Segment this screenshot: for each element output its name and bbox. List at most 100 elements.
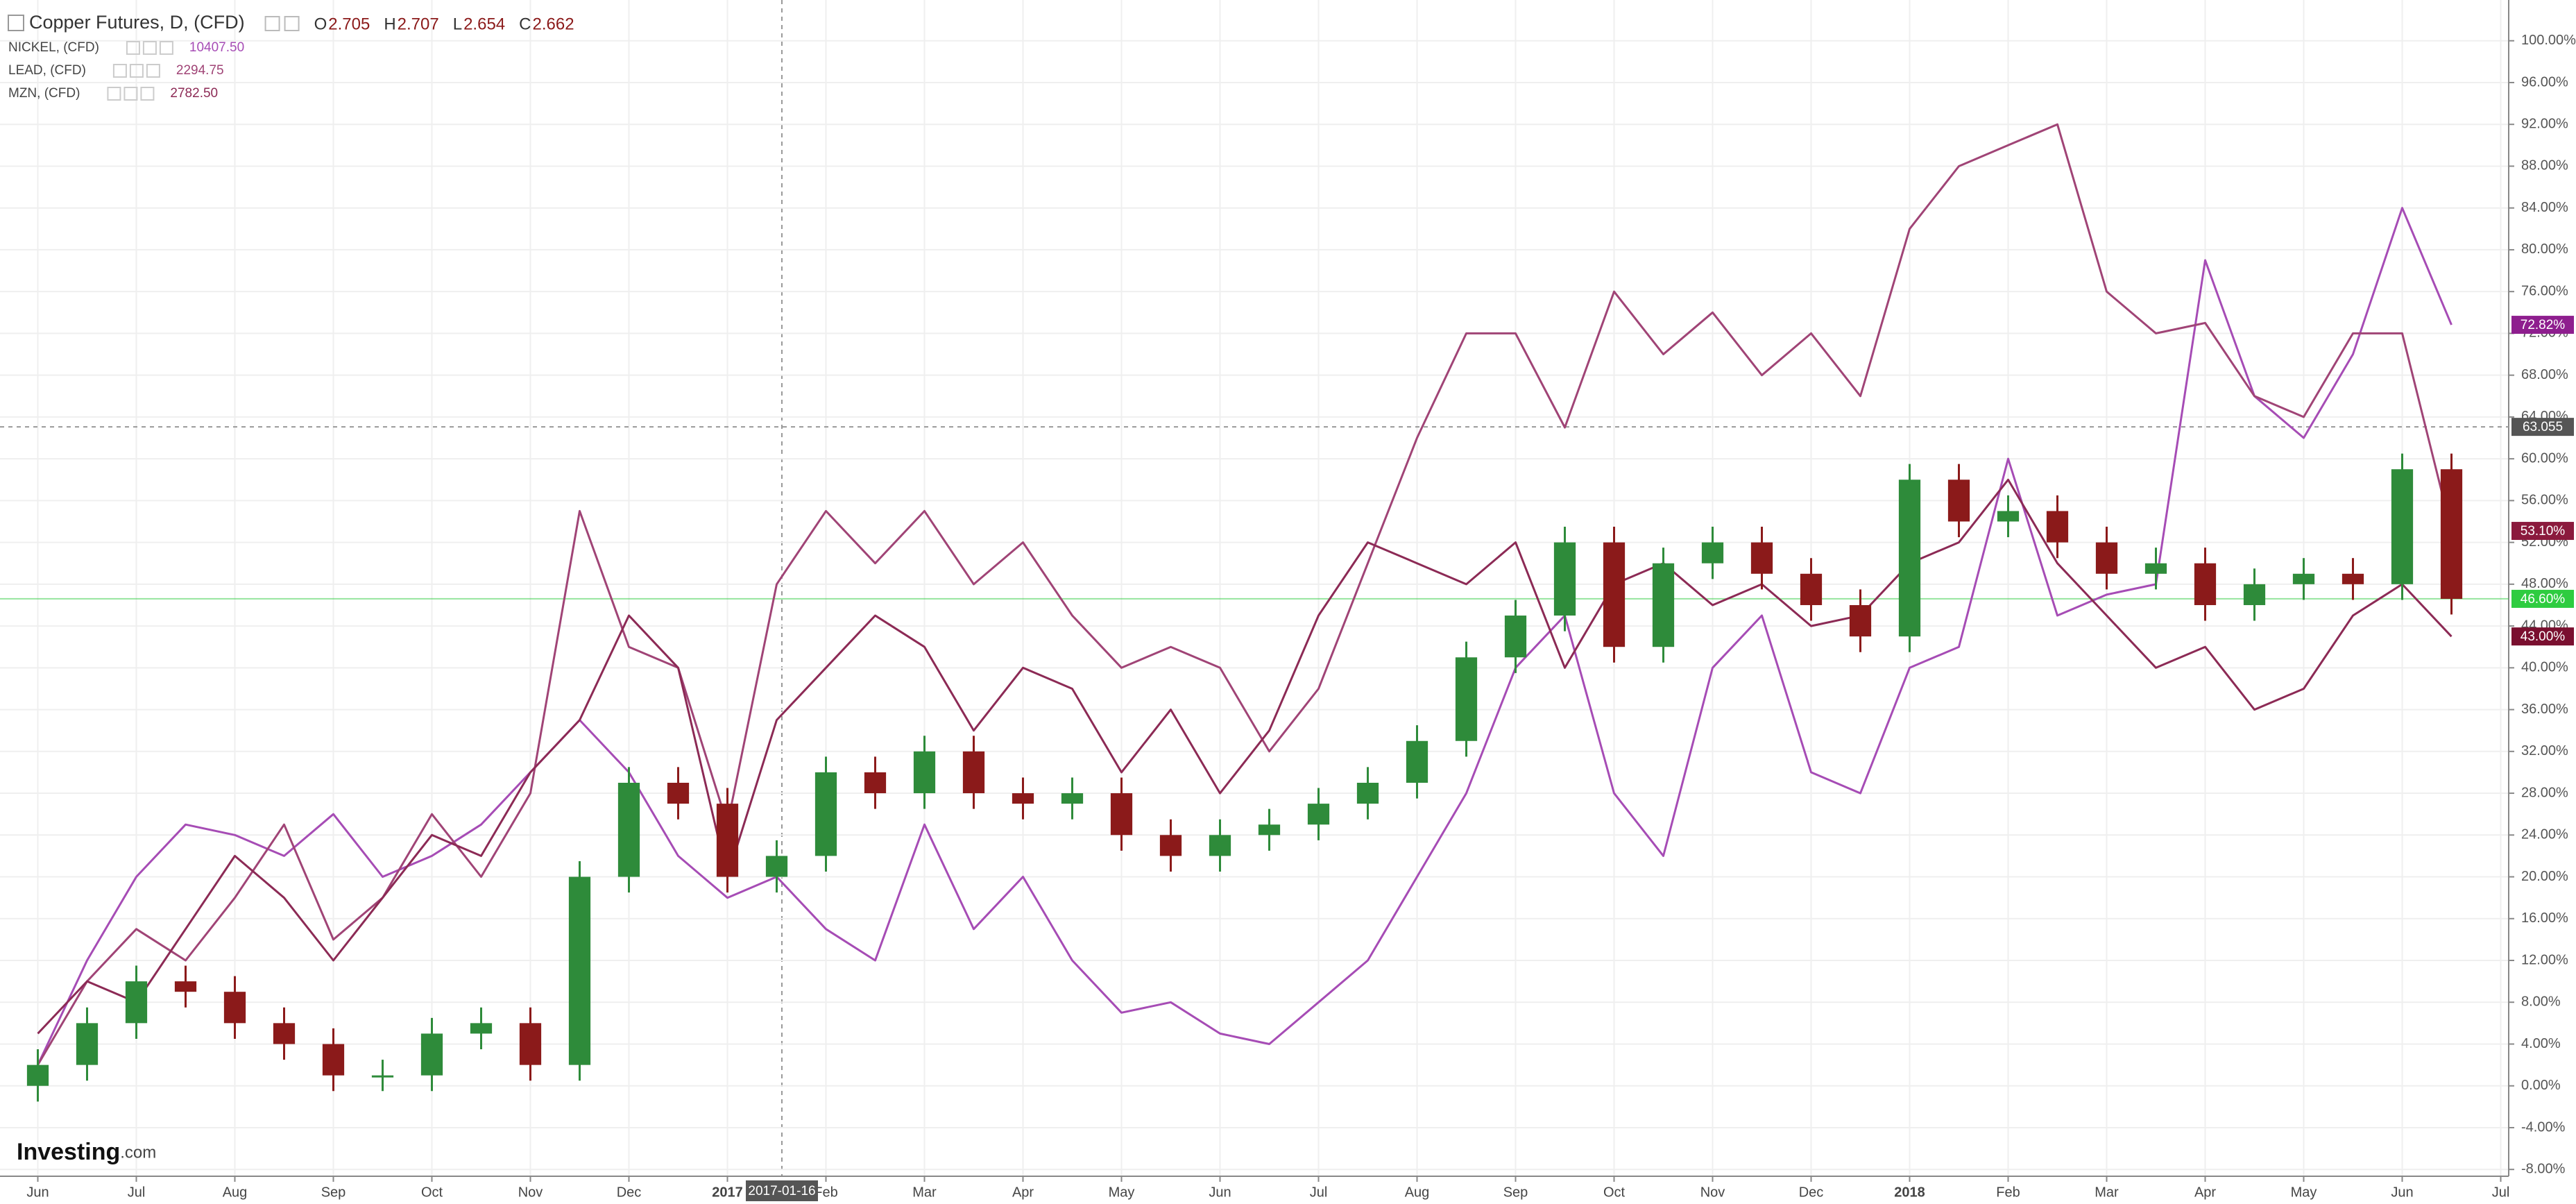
candle-body: [1258, 824, 1281, 836]
candle-body: [962, 751, 985, 794]
candle-body: [765, 856, 788, 877]
x-tick-label: Apr: [2194, 1185, 2216, 1200]
y-tick-label: 92.00%: [2521, 116, 2568, 131]
candle-body: [1997, 511, 2020, 522]
header-icon: [284, 16, 300, 31]
candle-body: [26, 1065, 49, 1086]
ohlc-value: 2.654: [463, 15, 505, 33]
price-label-box: [2511, 589, 2574, 608]
candle-body: [716, 804, 739, 877]
x-tick-label: Nov: [518, 1185, 543, 1200]
series-line: [37, 123, 2453, 1066]
y-tick-label: 36.00%: [2521, 702, 2568, 717]
x-tick-label: Oct: [421, 1185, 443, 1200]
price-label: 63.055: [2523, 420, 2563, 434]
candle-body: [2046, 511, 2069, 543]
legend-name: NICKEL, (CFD): [8, 40, 99, 55]
x-tick-label: Jun: [26, 1185, 49, 1200]
y-tick-label: 48.00%: [2521, 576, 2568, 591]
x-tick-label: Dec: [617, 1185, 642, 1200]
candle-body: [1356, 782, 1379, 804]
candle-body: [1159, 835, 1182, 856]
y-tick-label: 0.00%: [2521, 1078, 2561, 1093]
crosshair-x-box: [746, 1180, 818, 1201]
legend-icon: [123, 87, 138, 101]
x-tick-label: Sep: [321, 1185, 346, 1200]
candle-body: [864, 772, 887, 794]
ohlc-value: 2.705: [328, 15, 370, 33]
ohlc-value: 2.662: [532, 15, 574, 33]
legend-icon: [140, 87, 155, 101]
x-tick-label: Jul: [2492, 1185, 2510, 1200]
x-tick-label: Aug: [223, 1185, 248, 1200]
y-tick-label: 4.00%: [2521, 1036, 2561, 1051]
candle-body: [1750, 542, 1773, 574]
candle-body: [1701, 542, 1724, 563]
ohlc-value: 2.707: [398, 15, 439, 33]
legend-icon: [126, 41, 140, 55]
series-line: [37, 478, 2453, 1035]
ohlc-key: C: [519, 15, 531, 33]
y-tick-label: 100.00%: [2521, 33, 2576, 48]
candle-body: [2243, 584, 2266, 605]
x-tick-label: Aug: [1405, 1185, 1430, 1200]
x-tick-label: 2018: [1894, 1185, 1925, 1200]
candle-body: [1406, 740, 1428, 783]
candle-body: [1455, 657, 1478, 741]
candle-body: [76, 1023, 99, 1065]
y-tick-label: 84.00%: [2521, 200, 2568, 215]
legend-icon: [107, 87, 121, 101]
legend-name: MZN, (CFD): [8, 86, 80, 101]
candle-body: [1898, 480, 1921, 637]
candle-body: [2342, 573, 2364, 584]
x-tick-label: Feb: [1996, 1185, 2020, 1200]
candle-body: [2194, 563, 2217, 605]
legend-quote: 2294.75: [176, 63, 224, 78]
x-tick-label: Mar: [912, 1185, 937, 1200]
legend-name: LEAD, (CFD): [8, 63, 86, 78]
x-tick-label: Dec: [1799, 1185, 1824, 1200]
x-tick-label: Nov: [1700, 1185, 1725, 1200]
collapse-icon[interactable]: [8, 15, 24, 31]
y-tick-label: 40.00%: [2521, 660, 2568, 675]
x-tick-label: May: [1109, 1185, 1135, 1200]
y-tick-label: 96.00%: [2521, 74, 2568, 90]
y-tick-label: 16.00%: [2521, 910, 2568, 926]
x-tick-label: May: [2291, 1185, 2317, 1200]
candle-body: [1553, 542, 1576, 616]
candle-body: [2095, 542, 2118, 574]
header-icon: [264, 16, 280, 31]
candle-body: [371, 1075, 394, 1078]
candle-body: [273, 1023, 296, 1044]
y-tick-label: 68.00%: [2521, 367, 2568, 382]
candle-body: [2292, 573, 2315, 584]
x-tick-label: Jun: [1209, 1185, 1231, 1200]
candle-body: [2391, 469, 2414, 584]
ohlc-key: L: [453, 15, 462, 33]
brand-name: Investing: [17, 1139, 120, 1165]
x-tick-label: Apr: [1012, 1185, 1034, 1200]
x-tick-label: Jul: [128, 1185, 146, 1200]
candle-body: [322, 1044, 345, 1076]
y-tick-label: 32.00%: [2521, 743, 2568, 758]
candle-body: [1061, 793, 1084, 804]
legend-icon: [112, 64, 127, 78]
candle-body: [470, 1023, 493, 1034]
y-tick-label: 56.00%: [2521, 493, 2568, 508]
y-tick-label: 12.00%: [2521, 952, 2568, 967]
y-tick-label: 20.00%: [2521, 869, 2568, 884]
candle-body: [1307, 804, 1330, 825]
candle-body: [617, 782, 640, 877]
candle-body: [1947, 480, 1970, 522]
y-tick-label: -4.00%: [2521, 1119, 2566, 1135]
candle-body: [2144, 563, 2167, 574]
legend-icon: [142, 41, 157, 55]
price-label: 43.00%: [2520, 629, 2566, 644]
candle-body: [667, 782, 690, 804]
x-tick-label: 2017: [712, 1185, 743, 1200]
candle-body: [420, 1033, 443, 1076]
chart-title: Copper Futures, D, (CFD): [29, 12, 245, 33]
brand-suffix: .com: [120, 1143, 156, 1162]
legend-icon: [129, 64, 144, 78]
